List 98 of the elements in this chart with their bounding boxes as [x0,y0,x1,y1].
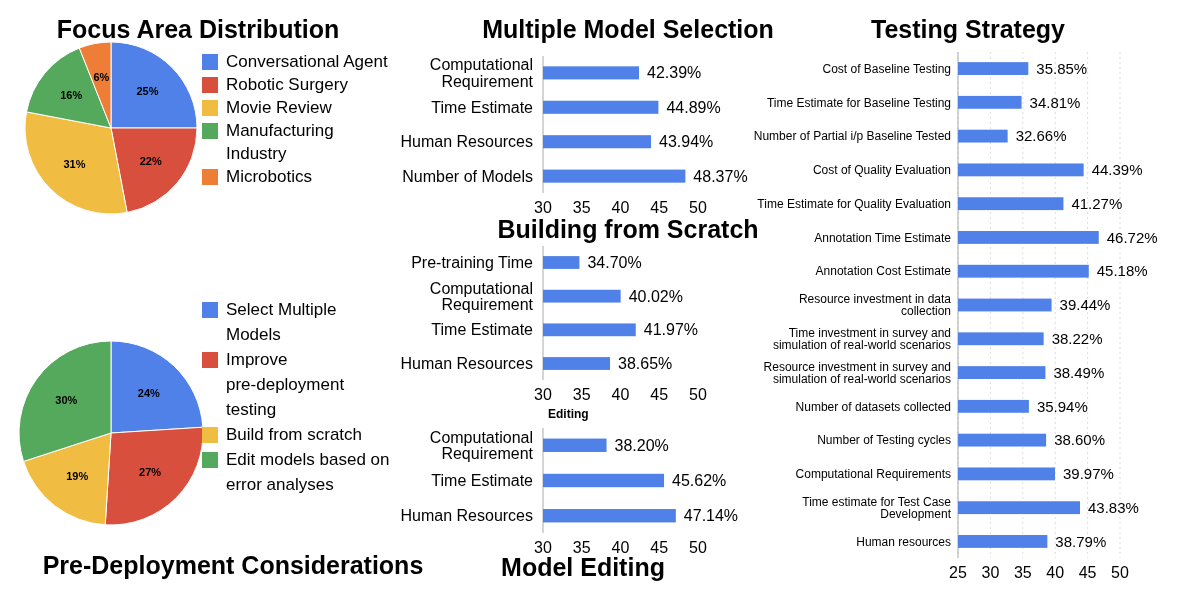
data-label: 44.89% [666,98,721,116]
chart-title: Focus Area Distribution [56,15,340,43]
data-label: 16% [60,88,83,101]
legend-label: Build from scratch [226,425,363,444]
x-tick-label: 45 [1078,564,1097,581]
x-tick-label: 45 [650,539,669,556]
y-tick-label: Computational Requirement [429,428,534,463]
y-tick-label: Number of datasets collected [795,399,951,414]
x-tick-label: 35 [1013,564,1032,581]
chart-title: Testing Strategy [870,15,1066,43]
legend-label: Movie Review [226,98,333,117]
x-tick-label: 35 [572,539,591,556]
data-label: 34.81% [1029,93,1081,111]
data-label: 25% [136,85,159,98]
data-label: 31% [63,158,86,171]
y-tick-label: Resource investment in survey and simulation of real-world scenarios [763,359,951,386]
legend-label: Robotic Surgery [226,75,349,94]
y-tick-label: Human resources [856,534,951,549]
y-tick-label: Number of Partial i/p Baseline Tested [753,129,951,144]
y-tick-label: Annotation Cost Estimate [815,264,952,279]
text: Model Editing [501,553,665,581]
data-label: 6% [93,71,110,84]
data-label: 47.14% [683,507,739,525]
x-tick-label: 30 [534,199,552,216]
y-tick-label: Time estimate for Test Case Development [802,494,952,521]
data-label: 45.62% [672,472,727,490]
y-tick-label: Computational Requirement [429,279,534,313]
x-tick-label: 30 [534,386,552,403]
y-tick-label: Human Resources [400,507,533,525]
data-label: 46.72% [1106,228,1158,246]
text: Pre-Deployment Considerations [42,551,424,579]
y-tick-label: Pre-training Time [411,254,534,272]
legend-label: Microbotics [226,167,312,186]
data-label: 39.97% [1063,465,1114,483]
data-label: 45.18% [1096,262,1148,280]
x-tick-label: 35 [572,199,591,216]
data-label: 38.49% [1053,363,1105,381]
x-tick-label: 30 [981,564,1000,581]
chart-title: Multiple Model Selection [482,15,774,43]
x-tick-label: 50 [689,539,707,556]
y-tick-label: Annotation Time Estimate [814,230,952,245]
x-tick-label: 45 [650,386,669,403]
x-tick-label: 40 [611,386,630,403]
x-tick-label: 40 [611,199,630,216]
data-label: 41.97% [643,321,699,339]
data-label: 38.60% [1054,431,1105,449]
y-tick-label: Computational Requirements [795,467,951,482]
y-tick-label: Time investment in survey and simulation of real-world scenarios [772,325,951,353]
y-tick-label: Number of Testing cycles [817,433,951,448]
data-label: 30% [55,394,78,407]
data-label: 38.20% [614,436,669,454]
x-tick-label: 25 [949,564,967,581]
y-tick-label: Time Estimate [431,98,534,116]
x-tick-label: 30 [534,539,552,556]
y-tick-label: Resource investment in data collection [798,292,952,319]
data-label: 38.65% [618,355,673,373]
legend-label: Improve pre-deployment testing [226,350,345,419]
legend-label: Select Multiple Models [226,300,337,344]
y-tick-label: Cost of Quality Evaluation [812,163,951,178]
y-tick-label: Time Estimate for Baseline Testing [766,95,951,110]
data-label: 35.94% [1036,397,1088,415]
data-label: 34.70% [587,254,642,272]
y-tick-label: Number of Models [402,167,533,185]
data-label: 43.83% [1088,498,1139,516]
y-tick-label: Human Resources [400,355,533,373]
legend-label: Manufacturing Industry [226,121,334,163]
x-tick-label: 40 [1046,564,1065,581]
data-label: 22% [139,154,162,167]
legend-label: Conversational Agent [226,52,388,71]
data-label: 41.27% [1071,194,1123,212]
data-label: 48.37% [693,167,748,185]
data-label: 38.79% [1055,532,1107,550]
x-tick-label: 40 [611,539,630,556]
y-tick-label: Time Estimate for Quality Evaluation [757,196,951,211]
x-tick-label: 50 [689,199,707,216]
data-label: 24% [137,386,161,399]
data-label: 39.44% [1059,296,1111,314]
data-label: 27% [139,465,162,478]
data-label: 35.85% [1036,59,1088,77]
y-tick-label: Cost of Baseline Testing [822,61,951,76]
chart-title: Building from Scratch [497,215,759,243]
y-tick-label: Time Estimate [431,472,534,490]
data-label: 43.94% [659,133,714,151]
data-label: 44.39% [1091,161,1143,179]
x-tick-label: 50 [689,386,707,403]
data-label: 42.39% [647,64,702,82]
y-tick-label: Time Estimate [431,321,534,339]
data-label: 38.22% [1051,330,1103,348]
x-tick-label: 50 [1111,564,1129,581]
data-label: 19% [66,470,89,483]
data-label: 32.66% [1015,127,1067,145]
y-tick-label: Human Resources [400,133,533,151]
data-label: 40.02% [628,287,683,305]
chart-subtitle: Editing [548,407,589,421]
y-tick-label: Computational Requirement [429,56,534,90]
x-tick-label: 35 [572,386,591,403]
legend-label: Edit models based on error analyses [226,450,390,494]
x-tick-label: 45 [650,199,669,216]
